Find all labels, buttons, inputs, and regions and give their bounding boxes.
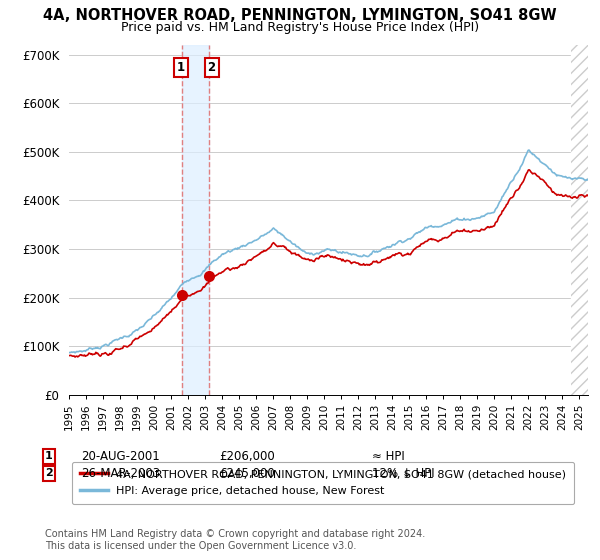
Bar xyxy=(182,45,209,395)
Text: Price paid vs. HM Land Registry's House Price Index (HPI): Price paid vs. HM Land Registry's House … xyxy=(121,21,479,34)
Text: 20-AUG-2001: 20-AUG-2001 xyxy=(81,450,160,463)
Text: 26-MAR-2003: 26-MAR-2003 xyxy=(81,466,160,480)
Text: £245,000: £245,000 xyxy=(219,466,275,480)
Text: 2: 2 xyxy=(45,468,53,478)
Text: Contains HM Land Registry data © Crown copyright and database right 2024.
This d: Contains HM Land Registry data © Crown c… xyxy=(45,529,425,551)
Text: 12% ↓ HPI: 12% ↓ HPI xyxy=(372,466,434,480)
Text: 1: 1 xyxy=(177,61,185,74)
Text: £206,000: £206,000 xyxy=(219,450,275,463)
Legend: 4A, NORTHOVER ROAD, PENNINGTON, LYMINGTON, SO41 8GW (detached house), HPI: Avera: 4A, NORTHOVER ROAD, PENNINGTON, LYMINGTO… xyxy=(72,461,574,504)
Text: ≈ HPI: ≈ HPI xyxy=(372,450,405,463)
Bar xyxy=(571,45,588,395)
Text: 4A, NORTHOVER ROAD, PENNINGTON, LYMINGTON, SO41 8GW: 4A, NORTHOVER ROAD, PENNINGTON, LYMINGTO… xyxy=(43,8,557,24)
Bar xyxy=(571,45,588,395)
Text: 2: 2 xyxy=(208,61,215,74)
Text: 1: 1 xyxy=(45,451,53,461)
